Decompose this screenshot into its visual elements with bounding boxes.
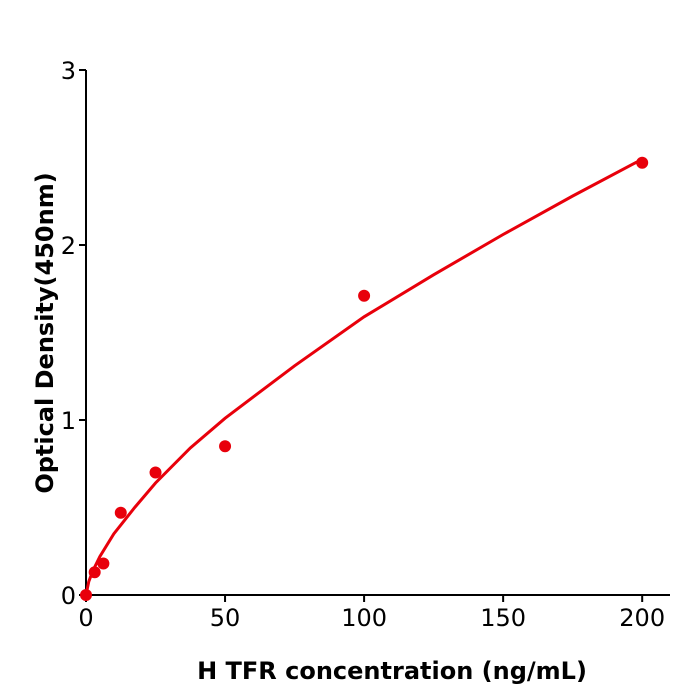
data-point [636,156,649,169]
x-tick-label: 200 [619,604,665,632]
y-tick-label: 1 [61,407,76,435]
data-point [358,289,371,302]
x-tick-label: 100 [341,604,387,632]
y-axis-label: Optical Density(450nm) [31,172,59,493]
data-point [97,557,110,570]
data-points [80,156,649,601]
y-tick-label: 2 [61,232,76,260]
axes: 0 50 100 150 200 0 1 2 3 [61,57,670,632]
x-tick-label: 150 [480,604,526,632]
data-point [114,506,127,519]
x-tick-label: 50 [210,604,241,632]
data-point [80,589,92,601]
y-tick-label: 0 [61,582,76,610]
y-tick-label: 3 [61,57,76,85]
data-point [219,440,232,453]
x-tick-label: 0 [78,604,93,632]
data-point [149,466,162,479]
data-point [88,566,101,579]
fit-curve [84,157,643,596]
x-axis-label: H TFR concentration (ng/mL) [197,657,587,685]
